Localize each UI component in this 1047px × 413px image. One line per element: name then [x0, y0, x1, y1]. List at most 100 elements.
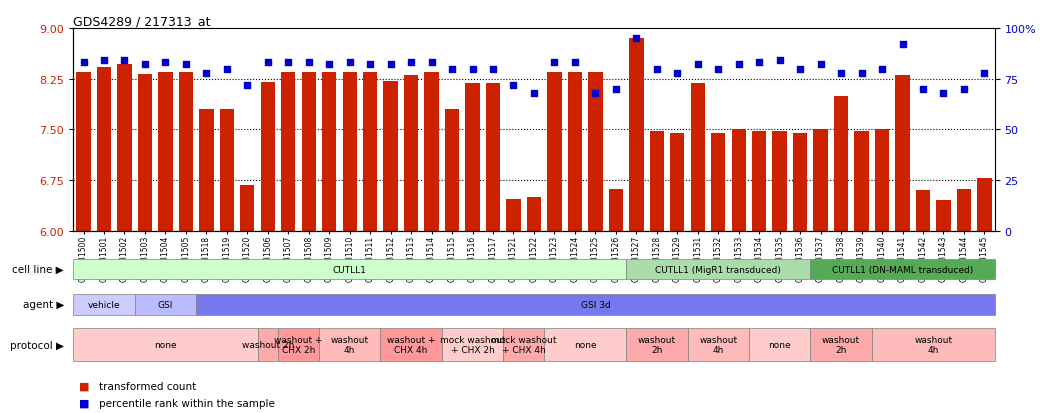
Point	[669, 70, 686, 77]
Bar	[814, 130, 828, 231]
Bar	[383, 81, 398, 231]
Bar	[957, 190, 972, 231]
Point	[607, 86, 624, 93]
Bar	[76, 73, 91, 231]
Bar	[158, 73, 173, 231]
FancyBboxPatch shape	[73, 294, 135, 315]
Point	[894, 42, 911, 48]
Point	[280, 60, 296, 66]
FancyBboxPatch shape	[810, 328, 872, 362]
Point	[956, 86, 973, 93]
Point	[853, 70, 870, 77]
Point	[547, 60, 563, 66]
Point	[935, 90, 952, 97]
Point	[832, 70, 849, 77]
Text: mock washout
+ CHX 2h: mock washout + CHX 2h	[440, 335, 506, 354]
FancyBboxPatch shape	[626, 328, 688, 362]
FancyBboxPatch shape	[749, 328, 810, 362]
Text: washout 2h: washout 2h	[242, 340, 294, 349]
Bar	[220, 110, 235, 231]
Bar	[548, 73, 561, 231]
Text: mock washout
+ CHX 4h: mock washout + CHX 4h	[491, 335, 557, 354]
Point	[526, 90, 542, 97]
FancyBboxPatch shape	[196, 294, 995, 315]
FancyBboxPatch shape	[442, 328, 504, 362]
Point	[772, 58, 788, 64]
Point	[382, 62, 399, 69]
Bar	[117, 65, 132, 231]
Text: none: none	[154, 340, 177, 349]
Point	[751, 60, 767, 66]
Point	[587, 90, 604, 97]
FancyBboxPatch shape	[688, 328, 749, 362]
Point	[566, 60, 583, 66]
Bar	[916, 191, 930, 231]
Bar	[773, 131, 787, 231]
FancyBboxPatch shape	[73, 328, 258, 362]
Text: CUTLL1 (MigR1 transduced): CUTLL1 (MigR1 transduced)	[655, 265, 781, 274]
Point	[157, 60, 174, 66]
Text: vehicle: vehicle	[88, 300, 120, 309]
Text: transformed count: transformed count	[99, 381, 197, 391]
Point	[731, 62, 748, 69]
Point	[976, 70, 993, 77]
Text: GSI 3d: GSI 3d	[580, 300, 610, 309]
Text: washout
2h: washout 2h	[638, 335, 676, 354]
Bar	[424, 73, 439, 231]
Bar	[711, 133, 726, 231]
Bar	[875, 130, 889, 231]
FancyBboxPatch shape	[504, 328, 544, 362]
Bar	[138, 75, 152, 231]
FancyBboxPatch shape	[626, 259, 810, 280]
Bar	[261, 83, 275, 231]
FancyBboxPatch shape	[380, 328, 442, 362]
Bar	[854, 131, 869, 231]
Point	[136, 62, 153, 69]
Point	[178, 62, 195, 69]
Text: protocol ▶: protocol ▶	[10, 340, 64, 350]
Point	[464, 66, 481, 73]
Text: cell line ▶: cell line ▶	[13, 264, 64, 275]
Text: ■: ■	[79, 398, 89, 408]
Bar	[302, 73, 316, 231]
Point	[628, 36, 645, 43]
Text: ■: ■	[79, 381, 89, 391]
Text: none: none	[768, 340, 790, 349]
Point	[915, 86, 932, 93]
Point	[689, 62, 706, 69]
Point	[219, 66, 236, 73]
FancyBboxPatch shape	[258, 328, 279, 362]
Text: washout
4h: washout 4h	[914, 335, 953, 354]
Text: none: none	[574, 340, 597, 349]
Bar	[649, 131, 664, 231]
Bar	[199, 110, 214, 231]
Bar	[833, 96, 848, 231]
Bar	[752, 131, 766, 231]
Bar	[793, 133, 807, 231]
Point	[75, 60, 92, 66]
FancyBboxPatch shape	[73, 259, 626, 280]
Point	[116, 58, 133, 64]
Bar	[588, 73, 603, 231]
Point	[341, 60, 358, 66]
Bar	[691, 84, 705, 231]
Point	[260, 60, 276, 66]
Point	[710, 66, 727, 73]
Point	[95, 58, 112, 64]
Bar	[281, 73, 295, 231]
Bar	[567, 73, 582, 231]
Bar	[342, 73, 357, 231]
Bar	[404, 76, 419, 231]
Bar	[486, 84, 500, 231]
Point	[648, 66, 665, 73]
Bar	[732, 130, 745, 231]
Text: CUTLL1 (DN-MAML transduced): CUTLL1 (DN-MAML transduced)	[832, 265, 973, 274]
Text: washout +
CHX 2h: washout + CHX 2h	[274, 335, 322, 354]
Text: CUTLL1: CUTLL1	[333, 265, 366, 274]
Text: washout
4h: washout 4h	[699, 335, 737, 354]
Bar	[608, 190, 623, 231]
Point	[403, 60, 420, 66]
Bar	[936, 201, 951, 231]
Text: GDS4289 / 217313_at: GDS4289 / 217313_at	[73, 15, 210, 28]
Bar	[240, 185, 254, 231]
